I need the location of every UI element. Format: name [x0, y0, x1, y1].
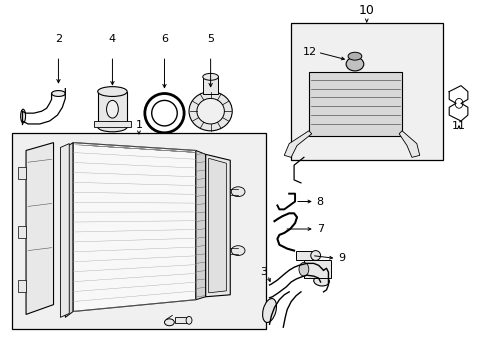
- Polygon shape: [73, 143, 196, 311]
- Ellipse shape: [189, 91, 232, 131]
- Bar: [18, 280, 26, 292]
- Text: 3: 3: [260, 267, 267, 277]
- Polygon shape: [284, 131, 311, 157]
- Bar: [290, 23, 443, 160]
- Ellipse shape: [231, 246, 244, 256]
- Ellipse shape: [347, 52, 361, 60]
- Ellipse shape: [310, 251, 320, 260]
- Ellipse shape: [313, 276, 329, 286]
- Ellipse shape: [186, 316, 192, 324]
- Bar: [18, 167, 26, 179]
- Text: 9: 9: [338, 253, 345, 264]
- Text: 4: 4: [109, 35, 116, 44]
- Ellipse shape: [164, 319, 174, 326]
- Bar: [203, 77, 218, 94]
- Bar: [12, 133, 265, 329]
- Ellipse shape: [106, 100, 118, 118]
- Text: 6: 6: [161, 35, 168, 44]
- Ellipse shape: [203, 73, 218, 80]
- Ellipse shape: [262, 298, 276, 323]
- Polygon shape: [196, 150, 205, 300]
- Bar: [94, 121, 131, 127]
- Bar: [175, 318, 189, 323]
- Text: 7: 7: [316, 224, 323, 234]
- Text: 10: 10: [358, 4, 374, 17]
- Ellipse shape: [346, 57, 363, 71]
- Text: 12: 12: [302, 47, 316, 57]
- Text: 11: 11: [451, 121, 465, 131]
- Text: 8: 8: [316, 197, 323, 207]
- Bar: [98, 91, 127, 127]
- Text: 5: 5: [207, 35, 214, 44]
- Bar: [295, 251, 311, 260]
- Polygon shape: [398, 131, 419, 157]
- Polygon shape: [65, 143, 73, 318]
- Ellipse shape: [98, 122, 127, 132]
- Polygon shape: [205, 154, 230, 297]
- Ellipse shape: [231, 187, 244, 197]
- Bar: [303, 260, 331, 278]
- Polygon shape: [26, 143, 53, 314]
- Ellipse shape: [197, 98, 224, 124]
- Polygon shape: [208, 158, 226, 293]
- Text: 1: 1: [135, 120, 142, 130]
- Ellipse shape: [20, 109, 25, 123]
- Text: 2: 2: [55, 35, 62, 44]
- Polygon shape: [61, 144, 69, 318]
- Ellipse shape: [98, 87, 127, 96]
- Ellipse shape: [298, 262, 308, 276]
- Bar: [18, 226, 26, 238]
- Ellipse shape: [51, 91, 65, 96]
- Bar: [308, 72, 401, 136]
